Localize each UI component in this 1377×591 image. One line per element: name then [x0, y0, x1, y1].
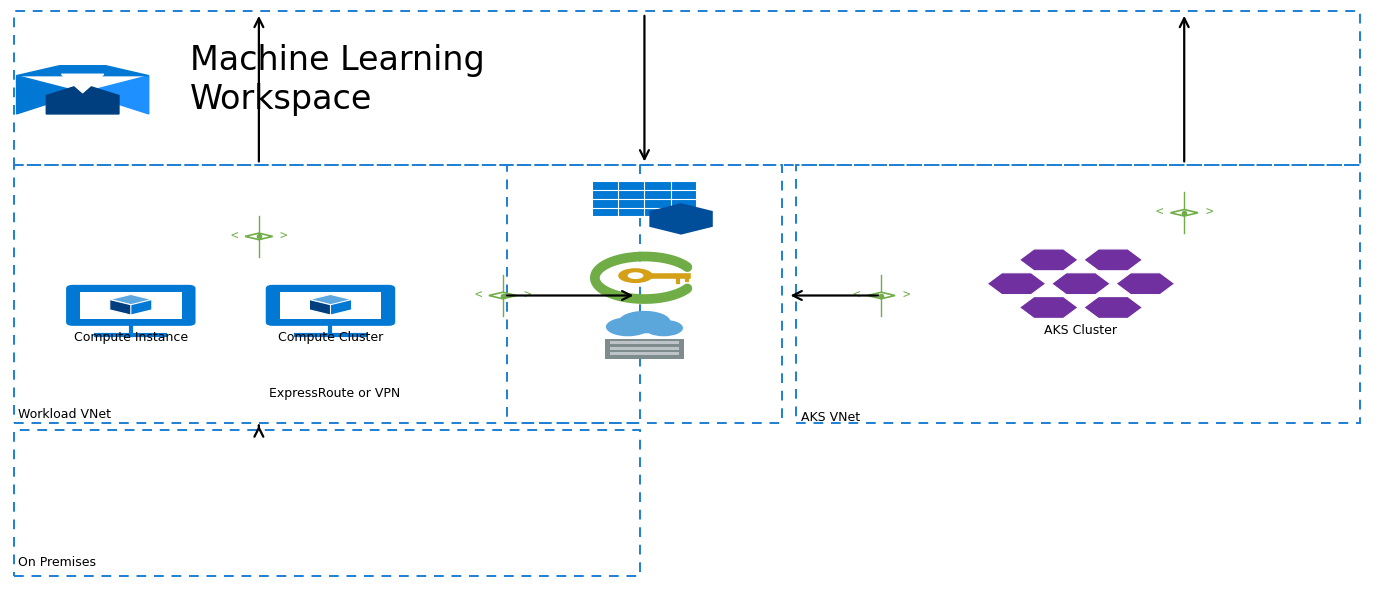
Text: Machine Learning
Workspace: Machine Learning Workspace — [190, 44, 485, 116]
Polygon shape — [110, 294, 151, 305]
Bar — [592, 181, 697, 217]
Text: <: < — [230, 230, 238, 243]
Bar — [507, 165, 782, 423]
Text: Workload VNet: Workload VNet — [18, 408, 112, 421]
Text: <: < — [1155, 206, 1164, 219]
Polygon shape — [310, 294, 351, 315]
Polygon shape — [868, 293, 895, 299]
FancyBboxPatch shape — [67, 286, 194, 324]
Text: >: > — [1205, 206, 1213, 219]
Polygon shape — [245, 233, 273, 240]
Polygon shape — [47, 84, 118, 114]
Text: >: > — [902, 289, 910, 302]
Text: AKS Cluster: AKS Cluster — [1044, 324, 1118, 337]
Polygon shape — [489, 293, 516, 299]
Circle shape — [618, 311, 671, 333]
Polygon shape — [310, 300, 330, 315]
Text: On Premises: On Premises — [18, 556, 96, 569]
Polygon shape — [17, 76, 83, 114]
Polygon shape — [310, 294, 351, 305]
Bar — [14, 11, 1360, 165]
Polygon shape — [110, 294, 151, 315]
Text: >: > — [523, 289, 532, 302]
Bar — [14, 165, 640, 423]
Polygon shape — [17, 66, 149, 76]
FancyBboxPatch shape — [267, 286, 394, 324]
FancyBboxPatch shape — [592, 181, 697, 217]
FancyBboxPatch shape — [280, 292, 381, 319]
Bar — [610, 352, 679, 355]
Circle shape — [606, 317, 650, 336]
Text: Compute Cluster: Compute Cluster — [278, 331, 383, 344]
Bar — [605, 339, 684, 359]
Text: ExpressRoute or VPN: ExpressRoute or VPN — [269, 387, 399, 400]
Circle shape — [618, 268, 653, 283]
Polygon shape — [83, 76, 149, 114]
Circle shape — [628, 272, 643, 279]
Polygon shape — [110, 300, 131, 315]
Bar — [796, 165, 1360, 423]
Text: AKS VNet: AKS VNet — [801, 411, 861, 424]
Text: <: < — [852, 289, 861, 302]
Circle shape — [644, 320, 683, 336]
Text: >: > — [280, 230, 288, 243]
Text: <: < — [474, 289, 482, 302]
Bar — [14, 430, 640, 576]
Polygon shape — [1170, 210, 1198, 216]
Bar — [610, 347, 679, 350]
FancyBboxPatch shape — [80, 292, 182, 319]
Text: Compute Instance: Compute Instance — [74, 331, 187, 344]
Polygon shape — [62, 74, 103, 93]
Bar — [610, 342, 679, 345]
